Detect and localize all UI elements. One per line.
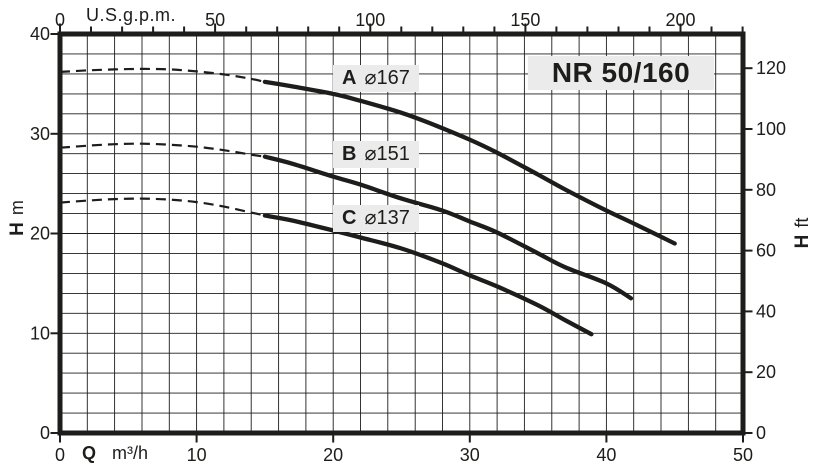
right-axis-title: Hft bbox=[792, 198, 814, 268]
bottom-axis-symbol: Q bbox=[82, 443, 97, 463]
left-axis-ticks bbox=[50, 33, 58, 434]
curve-a-solid-segment bbox=[262, 79, 677, 246]
tick-label: 0 bbox=[40, 423, 50, 443]
pump-curve-a bbox=[59, 67, 677, 246]
left-axis-title: Hm bbox=[7, 183, 29, 253]
curve-b-dashed-segment bbox=[59, 142, 266, 158]
right-axis-ticks bbox=[745, 67, 753, 434]
grid bbox=[60, 34, 743, 433]
pump-curve-c bbox=[59, 197, 594, 337]
tick-label: 30 bbox=[460, 445, 480, 465]
tick-label: 0 bbox=[756, 423, 766, 443]
top-axis-ticks bbox=[59, 23, 744, 32]
right-axis-symbol: H bbox=[792, 234, 813, 249]
curve-a-letter: A bbox=[342, 67, 357, 89]
left-axis-unit: m bbox=[7, 200, 27, 216]
tick-label: 100 bbox=[355, 10, 385, 30]
tick-label: 0 bbox=[55, 445, 65, 465]
tick-label: 120 bbox=[756, 58, 786, 78]
tick-label: 50 bbox=[205, 10, 225, 30]
curve-c-letter: C bbox=[342, 207, 357, 229]
curve-label-b: B ⌀151 bbox=[333, 141, 419, 168]
curve-c-diameter: ⌀137 bbox=[364, 207, 410, 229]
tick-label: 60 bbox=[756, 241, 776, 261]
curve-b-diameter: ⌀151 bbox=[364, 143, 410, 165]
curve-label-c: C ⌀137 bbox=[333, 205, 419, 232]
tick-label: 10 bbox=[30, 323, 50, 343]
curve-b-letter: B bbox=[342, 143, 357, 165]
tick-label: 20 bbox=[30, 224, 50, 244]
curve-c-dashed-segment bbox=[59, 197, 266, 217]
bottom-axis-labels: 0 10 20 30 40 50 bbox=[55, 445, 753, 465]
tick-label: 50 bbox=[733, 445, 753, 465]
tick-label: 200 bbox=[665, 10, 695, 30]
curve-b-solid-segment bbox=[262, 154, 634, 301]
right-axis-labels: 0 20 40 60 80 100 120 bbox=[756, 58, 786, 443]
curve-a-dashed-segment bbox=[59, 67, 266, 83]
left-axis-labels: 0 10 20 30 40 bbox=[30, 24, 50, 443]
tick-label: 30 bbox=[30, 124, 50, 144]
left-axis-symbol: H bbox=[7, 222, 28, 236]
tick-label: 100 bbox=[756, 119, 786, 139]
tick-label: 0 bbox=[55, 10, 65, 30]
tick-label: 20 bbox=[756, 362, 776, 382]
top-axis-labels: 0 50 100 150 200 bbox=[55, 10, 696, 30]
bottom-axis-ticks bbox=[59, 435, 744, 443]
tick-label: 10 bbox=[187, 445, 207, 465]
bottom-axis-unit: m³/h bbox=[112, 443, 149, 463]
chart-title: NR 50/160 bbox=[528, 56, 714, 90]
tick-label: 150 bbox=[510, 10, 540, 30]
tick-label: 20 bbox=[323, 445, 343, 465]
right-axis-unit: ft bbox=[792, 217, 812, 228]
pump-curve-b bbox=[59, 142, 634, 301]
plot-frame bbox=[57, 31, 746, 436]
curve-a-diameter: ⌀167 bbox=[364, 67, 410, 89]
curve-label-a: A ⌀167 bbox=[333, 65, 419, 92]
tick-label: 80 bbox=[756, 180, 776, 200]
tick-label: 40 bbox=[30, 24, 50, 44]
tick-label: 40 bbox=[756, 301, 776, 321]
curve-c-solid-segment bbox=[262, 213, 594, 337]
top-axis-unit-label: U.S.g.p.m. bbox=[86, 5, 177, 25]
tick-label: 40 bbox=[596, 445, 616, 465]
